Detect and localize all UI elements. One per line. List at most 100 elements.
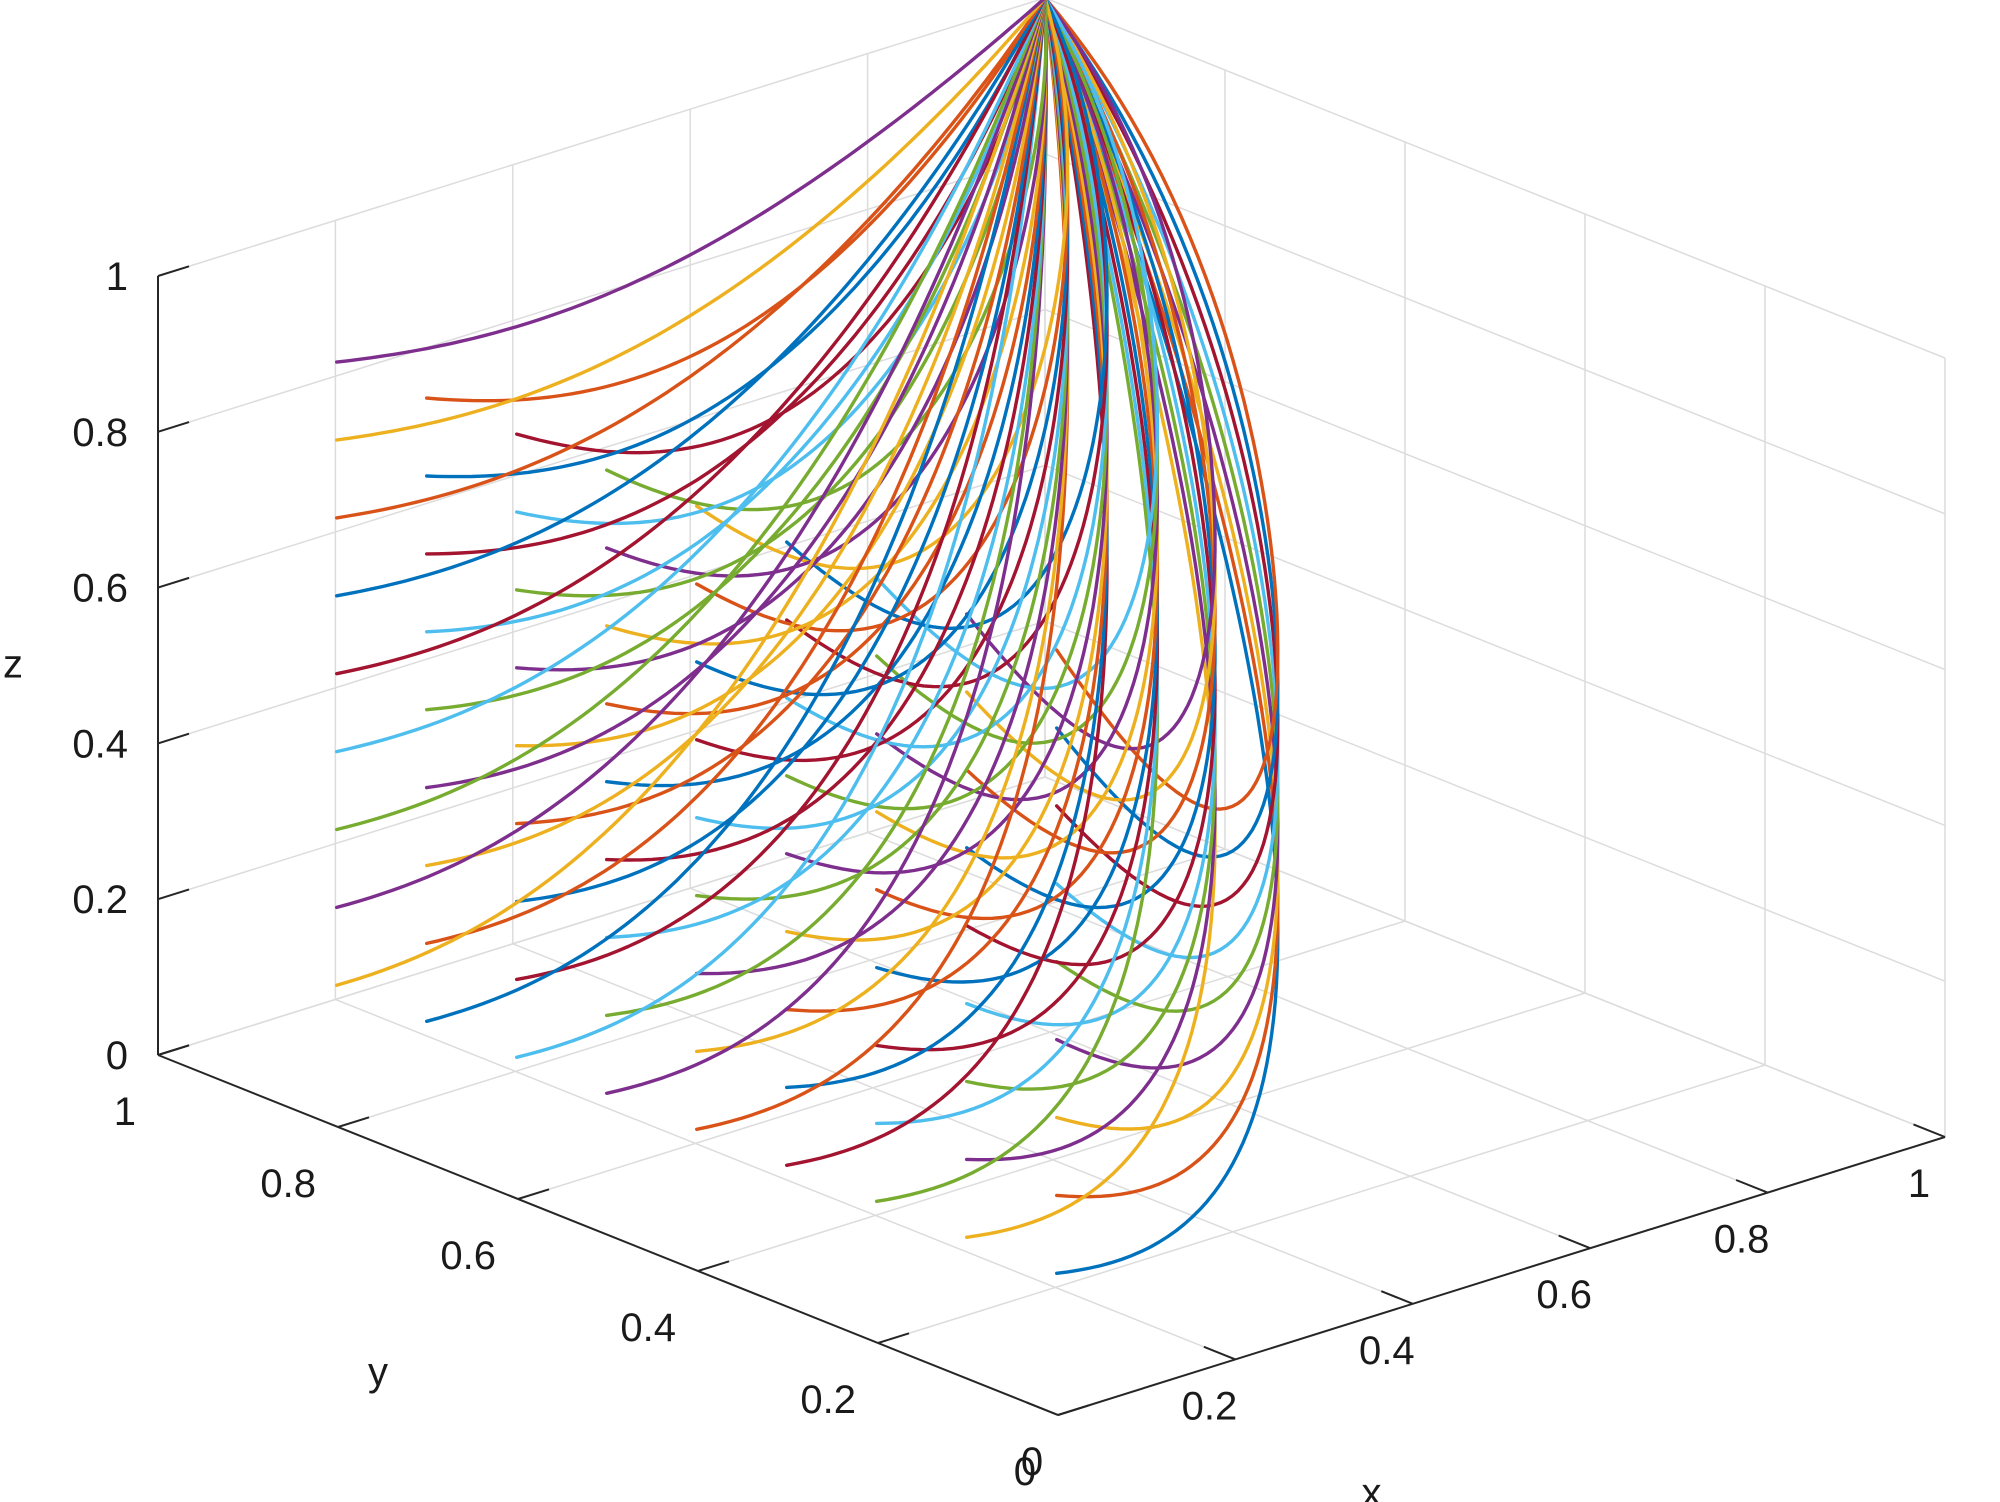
trajectory-line (335, 0, 1047, 987)
trajectory-line (425, 0, 1047, 634)
trajectory-line (875, 0, 1160, 860)
trajectory-line (515, 0, 1047, 526)
y-tick-mark (1057, 1404, 1090, 1416)
trajectory-line (335, 0, 1046, 676)
z-tick-label: 0.6 (72, 567, 128, 611)
x-tick-label: 0.2 (1182, 1384, 1238, 1428)
y-tick-mark (517, 1188, 550, 1200)
y-tick-label: 0.4 (620, 1306, 676, 1350)
trajectory-line (785, 0, 1109, 1167)
trajectory-line (605, 0, 1048, 940)
backwall-gridline-z (157, 0, 1042, 277)
floor-gridline-y (877, 1064, 1766, 1344)
trajectory-line (785, 0, 1109, 689)
sidewall-gridline-z (1044, 776, 1946, 1138)
trajectory-line (515, 0, 1047, 672)
labels-layer: 0 0.2 0.4 0.6 0.8 1 0 0.2 0.4 0.6 0.8 1 0 0.2 0.4 0.6 0.… (3, 255, 1930, 1502)
x-axis-title: x (1362, 1471, 1382, 1502)
floor-gridline-x (335, 998, 1236, 1361)
trajectory-line (335, 0, 1046, 442)
backwall-gridline-z (157, 776, 1046, 1056)
trajectory-line (785, 0, 1109, 942)
x-tick-mark (1558, 1234, 1591, 1250)
y-tick-label: 0.2 (800, 1378, 856, 1422)
z-tick-mark (157, 732, 190, 745)
trajectory-line (785, 0, 1109, 1090)
sidewall-gridline-z (1044, 464, 1946, 827)
y-tick-label: 0.6 (440, 1234, 496, 1278)
floor-gridline-y (337, 848, 1226, 1128)
trajectory-line (425, 0, 1047, 868)
backwall-gridline-z (157, 308, 1046, 589)
axes-layer (157, 265, 1946, 1416)
z-tick-label: 0.4 (72, 722, 128, 766)
z-tick-mark (157, 421, 190, 433)
y-axis-title: y (368, 1350, 388, 1394)
trajectory-line (1044, 0, 1280, 811)
trajectory-line (785, 0, 1109, 875)
trajectory-line (515, 0, 1047, 982)
trajectory-line (335, 0, 1046, 754)
z-axis-title: z (3, 643, 23, 687)
z-tick-label: 0 (106, 1034, 128, 1078)
y-tick-mark (877, 1332, 910, 1344)
trajectory-line (335, 0, 1047, 832)
trajectory-line (965, 0, 1217, 910)
backwall-gridline-z (157, 153, 1046, 433)
y-tick-label: 0.8 (260, 1162, 316, 1206)
floor-gridline-x (867, 831, 1768, 1194)
trajectory-line (1044, 0, 1280, 908)
x-tick-label: 0.4 (1359, 1329, 1415, 1373)
x-tick-mark (1735, 1179, 1768, 1194)
z-tick-mark (157, 265, 190, 277)
x-tick-label: 0.8 (1714, 1218, 1770, 1262)
trajectory-line (425, 0, 1047, 790)
trajectory-line (965, 0, 1217, 855)
trajectory-line (875, 0, 1160, 984)
x-tick-label: 0.6 (1536, 1273, 1592, 1317)
floor-gridline-y (517, 920, 1406, 1200)
y-tick-label: 0 (1014, 1450, 1036, 1494)
x-tick-label: 1 (1908, 1162, 1930, 1206)
trajectory-line (605, 0, 1048, 862)
y-tick-label: 1 (114, 1090, 136, 1134)
trajectory-line (335, 0, 1046, 598)
backwall-gridline-z (157, 464, 1046, 745)
x-tick-mark (1203, 1345, 1236, 1361)
backwall-gridline-z (157, 620, 1046, 900)
trajectory-line (785, 0, 1109, 1013)
trajectory-line (605, 0, 1048, 646)
sidewall-gridline-z (1047, 0, 1946, 359)
trajectory-line (425, 0, 1046, 479)
x-axis-line (1057, 1136, 1946, 1416)
trajectory-line (875, 0, 1160, 745)
trajectory-line (1044, 0, 1280, 859)
y-tick-mark (337, 1116, 370, 1128)
trajectories-layer (335, 0, 1280, 1275)
z-tick-mark (157, 888, 190, 901)
trajectory-line (335, 0, 1047, 910)
trajectory-line (875, 0, 1160, 1203)
z-tick-mark (157, 576, 190, 589)
trajectory-line (965, 0, 1217, 802)
floor-gridline-y (697, 992, 1586, 1272)
x-tick-mark (1026, 1401, 1059, 1416)
trajectory-line (335, 0, 1046, 520)
trajectory-line (605, 0, 1048, 1018)
sidewall-gridline-z (1044, 153, 1946, 515)
y-tick-mark (697, 1260, 730, 1272)
trajectory-line (605, 0, 1048, 716)
x-tick-label: 0 (1021, 1440, 1043, 1484)
trajectory-line (875, 0, 1160, 921)
trajectory-line (515, 0, 1047, 826)
x-tick-mark (1380, 1290, 1414, 1305)
z-tick-label: 1 (106, 255, 128, 299)
trajectory-line (875, 0, 1160, 1126)
trajectory-line (515, 0, 1047, 904)
trajectory-line (965, 0, 1217, 1027)
trajectory-line (515, 0, 1047, 1059)
trajectory-line (425, 0, 1047, 946)
trajectory-line (605, 0, 1048, 1095)
z-tick-mark (157, 1044, 190, 1056)
